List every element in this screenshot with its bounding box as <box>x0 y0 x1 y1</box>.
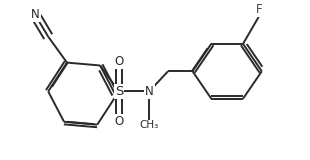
Text: N: N <box>145 85 153 98</box>
Text: O: O <box>114 115 124 128</box>
Text: CH₃: CH₃ <box>140 120 159 130</box>
Text: O: O <box>114 55 124 68</box>
Text: F: F <box>256 3 262 16</box>
Text: N: N <box>31 8 40 21</box>
Text: S: S <box>115 85 123 98</box>
